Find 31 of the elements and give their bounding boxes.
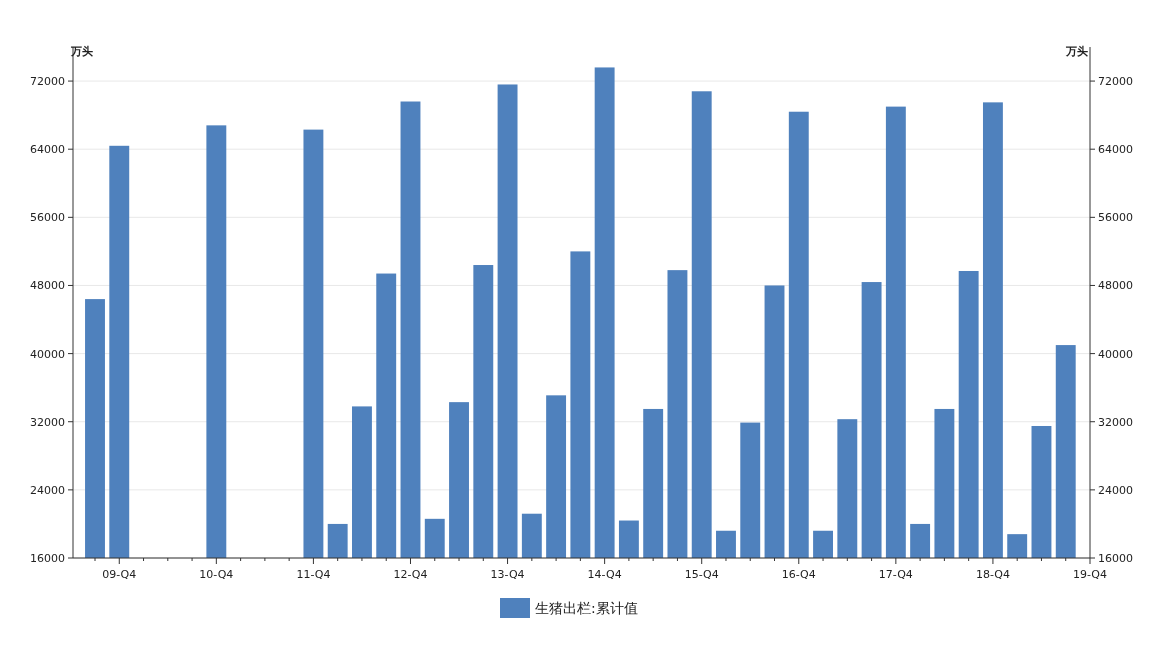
x-tick-label: 12-Q4 bbox=[393, 568, 428, 581]
y-tick-label: 72000 bbox=[30, 75, 65, 89]
y-tick-label: 48000 bbox=[30, 279, 65, 293]
y2-tick-label: 24000 bbox=[1098, 483, 1133, 497]
legend-label: 生猪出栏:累计值 bbox=[535, 600, 638, 616]
x-tick-label: 18-Q4 bbox=[975, 568, 1010, 581]
y2-tick-label: 64000 bbox=[1098, 143, 1133, 157]
y2-tick-label: 48000 bbox=[1098, 279, 1133, 293]
y2-axis-title: 万头 bbox=[1065, 45, 1088, 58]
y-tick-label: 40000 bbox=[30, 347, 65, 361]
x-tick-label: 15-Q4 bbox=[684, 568, 719, 581]
y-tick-label: 32000 bbox=[30, 415, 65, 429]
y-tick-label: 16000 bbox=[30, 552, 65, 565]
y2-tick-label: 40000 bbox=[1098, 347, 1133, 361]
x-tick-label: 16-Q4 bbox=[781, 568, 816, 581]
legend: 生猪出栏:累计值 bbox=[500, 598, 638, 618]
y-tick-label: 56000 bbox=[30, 211, 65, 225]
x-tick-label: 11-Q4 bbox=[296, 568, 331, 581]
x-tick-label: 14-Q4 bbox=[587, 568, 622, 581]
x-tick-label: 17-Q4 bbox=[878, 568, 913, 581]
x-tick-label: 10-Q4 bbox=[199, 568, 234, 581]
x-tick-label: 09-Q4 bbox=[102, 568, 137, 581]
x-tick-label: 19-Q4 bbox=[1072, 568, 1108, 581]
y2-tick-label: 32000 bbox=[1098, 415, 1133, 429]
y2-tick-label: 16000 bbox=[1098, 552, 1133, 565]
y-axis-title: 万头 bbox=[70, 45, 93, 58]
y-tick-label: 64000 bbox=[30, 143, 65, 157]
y2-tick-label: 72000 bbox=[1098, 75, 1133, 89]
x-tick-label: 13-Q4 bbox=[490, 568, 525, 581]
y2-tick-label: 56000 bbox=[1098, 211, 1133, 225]
y-tick-label: 24000 bbox=[30, 483, 65, 497]
